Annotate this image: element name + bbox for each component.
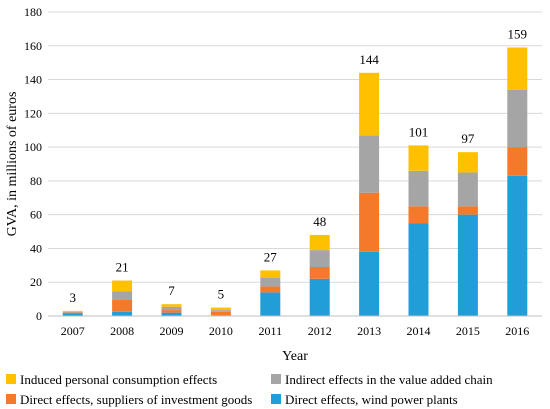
bar-total-label: 159 bbox=[508, 26, 528, 41]
x-tick-labels: 2007 2008 2009 2010 2011 2012 2013 2014 2015 2016 bbox=[61, 324, 530, 338]
bar-segment-2012-series-1 bbox=[309, 267, 330, 279]
bar-segment-2013-series-1 bbox=[359, 192, 380, 252]
bar-segment-2014-series-0 bbox=[408, 223, 429, 316]
legend-label: Direct effects, suppliers of investment … bbox=[20, 392, 252, 407]
bar-segment-2007-series-0 bbox=[62, 313, 83, 316]
bar-segment-2007-series-1 bbox=[62, 312, 83, 314]
y-tick-label: 120 bbox=[24, 106, 42, 120]
bar-segment-2011-series-0 bbox=[260, 292, 281, 316]
legend-swatch bbox=[6, 374, 16, 384]
bar-segment-2007-series-2 bbox=[62, 311, 83, 313]
bar-segment-2009-series-3 bbox=[161, 304, 182, 307]
bar-total-label: 144 bbox=[359, 52, 379, 67]
x-tick-label: 2009 bbox=[160, 324, 184, 338]
y-tick-label: 100 bbox=[24, 140, 42, 154]
bar-segment-2016-series-2 bbox=[507, 89, 528, 148]
bar-segment-2014-series-1 bbox=[408, 206, 429, 224]
gridlines bbox=[48, 11, 542, 283]
legend-label: Direct effects, wind power plants bbox=[285, 392, 458, 407]
bar-segment-2016-series-3 bbox=[507, 47, 528, 90]
legend-label: Indirect effects in the value added chai… bbox=[285, 372, 493, 387]
legend-swatch bbox=[271, 374, 281, 384]
bar-segment-2015-series-2 bbox=[457, 172, 478, 207]
bars bbox=[62, 47, 528, 316]
bar-segment-2013-series-2 bbox=[359, 135, 380, 193]
bar-segment-2016-series-0 bbox=[507, 175, 528, 316]
bar-segment-2008-series-2 bbox=[112, 291, 133, 300]
x-tick-label: 2011 bbox=[259, 324, 283, 338]
y-tick-label: 20 bbox=[30, 275, 42, 289]
bar-total-label: 101 bbox=[409, 124, 429, 139]
bar-total-labels: 3 21 7 5 27 48 144 101 97 159 bbox=[69, 26, 527, 304]
y-tick-label: 80 bbox=[30, 174, 42, 188]
x-axis-title: Year bbox=[282, 349, 308, 364]
bar-segment-2012-series-0 bbox=[309, 278, 330, 316]
bar-total-label: 7 bbox=[168, 283, 175, 298]
x-tick-label: 2014 bbox=[407, 324, 431, 338]
bar-total-label: 48 bbox=[313, 214, 326, 229]
bar-segment-2011-series-1 bbox=[260, 286, 281, 293]
x-tick-label: 2008 bbox=[110, 324, 134, 338]
x-tick-label: 2013 bbox=[357, 324, 381, 338]
bar-segment-2011-series-2 bbox=[260, 278, 281, 287]
bar-segment-2014-series-2 bbox=[408, 170, 429, 207]
bar-segment-2010-series-2 bbox=[210, 310, 231, 312]
bar-segment-2012-series-2 bbox=[309, 250, 330, 268]
y-tick-label: 60 bbox=[30, 208, 42, 222]
bar-segment-2015-series-3 bbox=[457, 152, 478, 173]
bar-segment-2009-series-1 bbox=[161, 310, 182, 313]
bar-segment-2010-series-3 bbox=[210, 307, 231, 311]
bar-total-label: 21 bbox=[116, 260, 129, 275]
bar-segment-2010-series-1 bbox=[210, 311, 231, 316]
bar-segment-2016-series-1 bbox=[507, 147, 528, 176]
legend-swatch bbox=[271, 394, 281, 404]
bar-segment-2013-series-0 bbox=[359, 251, 380, 316]
bar-segment-2007-series-3 bbox=[62, 310, 83, 312]
x-tick-label: 2016 bbox=[505, 324, 529, 338]
x-tick-label: 2010 bbox=[209, 324, 233, 338]
bar-segment-2008-series-3 bbox=[112, 280, 133, 292]
legend: Induced personal consumption effects Indi… bbox=[6, 372, 493, 407]
bar-segment-2015-series-1 bbox=[457, 206, 478, 215]
y-tick-label: 0 bbox=[36, 309, 42, 323]
bar-segment-2009-series-0 bbox=[161, 312, 182, 316]
bar-segment-2012-series-3 bbox=[309, 234, 330, 251]
bar-segment-2014-series-3 bbox=[408, 145, 429, 171]
x-tick-label: 2012 bbox=[308, 324, 332, 338]
bar-segment-2009-series-2 bbox=[161, 306, 182, 311]
bar-total-label: 97 bbox=[461, 131, 475, 146]
y-tick-label: 180 bbox=[24, 5, 42, 19]
legend-label: Induced personal consumption effects bbox=[20, 372, 217, 387]
bar-segment-2008-series-0 bbox=[112, 311, 133, 316]
y-tick-label: 40 bbox=[30, 241, 42, 255]
bar-segment-2015-series-0 bbox=[457, 214, 478, 316]
bar-segment-2013-series-3 bbox=[359, 72, 380, 136]
bar-total-label: 3 bbox=[69, 290, 76, 305]
bar-segment-2008-series-1 bbox=[112, 299, 133, 312]
y-axis-title: GVA, in millions of euros bbox=[5, 92, 20, 237]
bar-segment-2011-series-3 bbox=[260, 270, 281, 278]
x-tick-label: 2007 bbox=[61, 324, 85, 338]
legend-swatch bbox=[6, 394, 16, 404]
bar-total-label: 5 bbox=[218, 287, 225, 302]
y-tick-label: 140 bbox=[24, 73, 42, 87]
y-tick-labels: 0 20 40 60 80 100 120 140 160 180 bbox=[24, 5, 42, 323]
bar-total-label: 27 bbox=[264, 249, 278, 264]
x-tick-label: 2015 bbox=[456, 324, 480, 338]
y-tick-label: 160 bbox=[24, 39, 42, 53]
